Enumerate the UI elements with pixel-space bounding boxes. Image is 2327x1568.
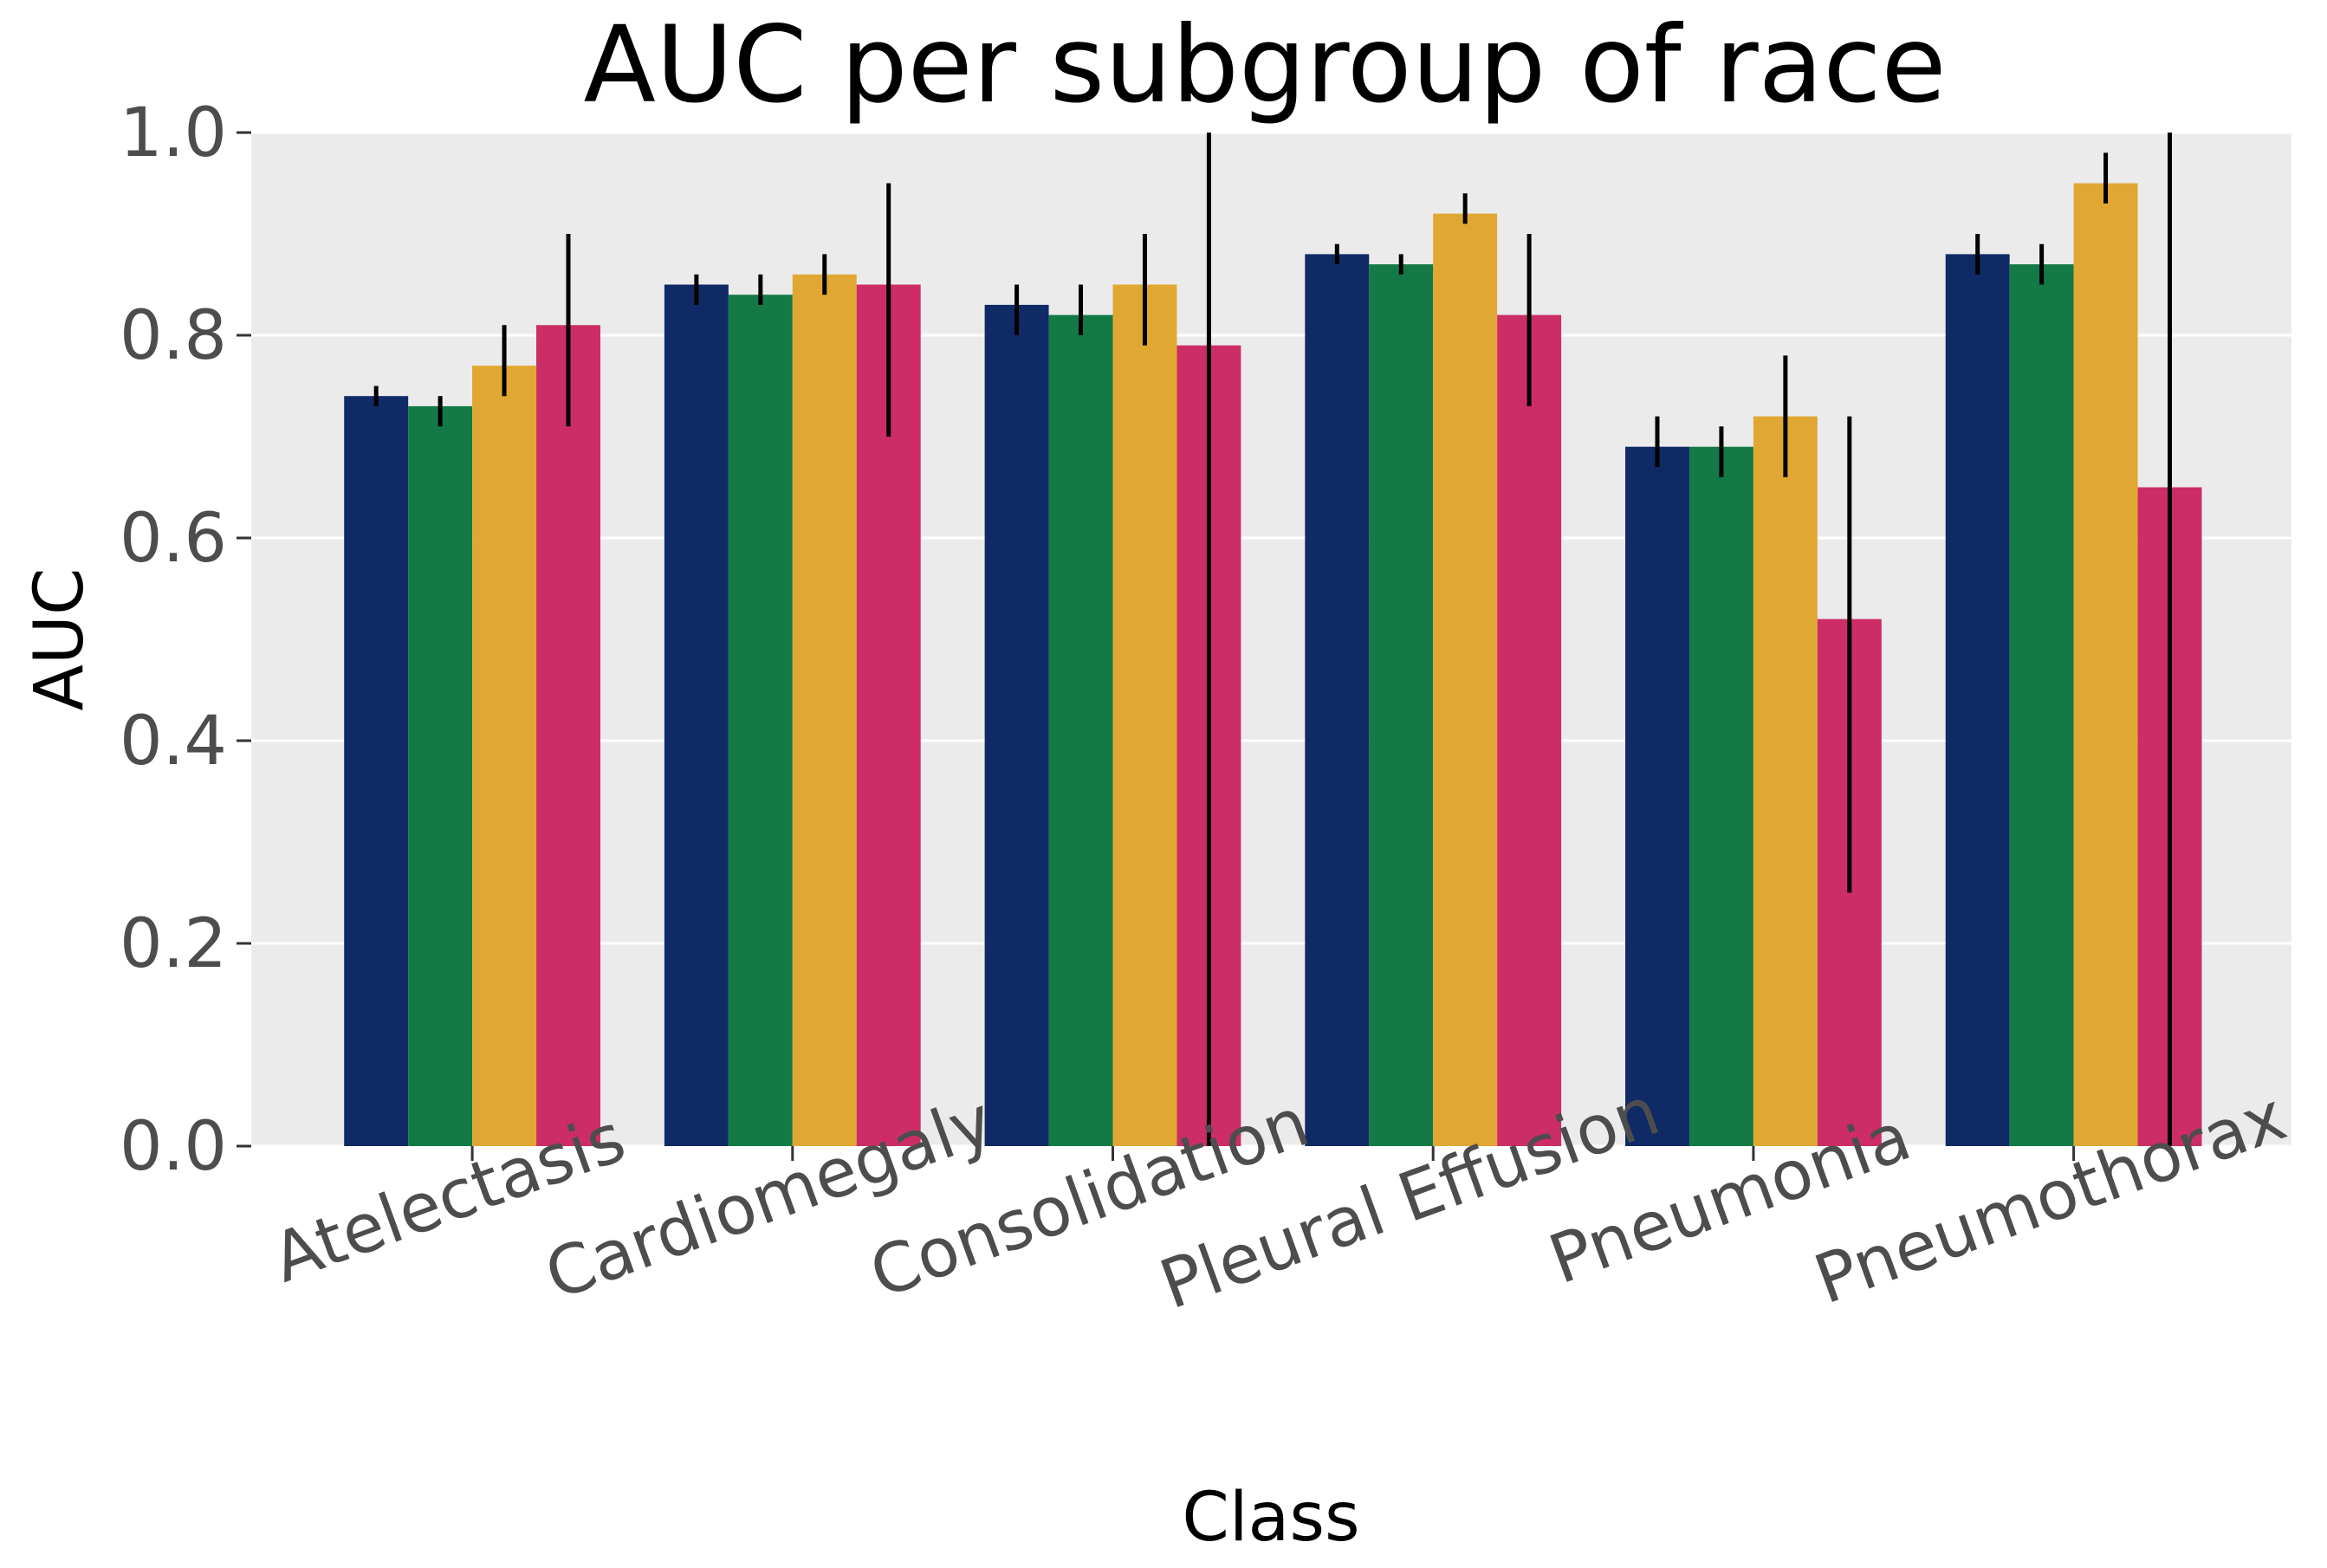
bar	[1048, 314, 1113, 1147]
bar	[1112, 284, 1177, 1146]
bars	[344, 183, 2202, 1147]
y-axis-label: AUC	[21, 568, 99, 711]
bar	[2073, 183, 2138, 1146]
y-tick-label: 0.4	[120, 703, 227, 781]
y-tick-label: 0.6	[120, 500, 227, 578]
x-axis-label: Class	[1182, 1479, 1359, 1557]
bar	[1305, 254, 1370, 1146]
bar	[1689, 446, 1753, 1146]
bar	[664, 284, 729, 1146]
bar	[1433, 213, 1498, 1147]
y-axis: 0.0 0.2 0.4 0.6 0.8 1.0	[120, 94, 251, 1186]
bar	[408, 405, 473, 1146]
bar	[1625, 446, 1689, 1146]
bar	[984, 304, 1049, 1146]
bar	[1945, 254, 2010, 1146]
y-tick-label: 0.0	[120, 1108, 227, 1186]
bar	[344, 396, 409, 1146]
y-tick-label: 1.0	[120, 94, 227, 172]
bar	[472, 366, 537, 1147]
bar	[2009, 264, 2074, 1147]
bar	[728, 295, 793, 1146]
bar	[792, 274, 857, 1146]
bar	[1369, 264, 1434, 1147]
error-bars	[373, 133, 2173, 1146]
y-tick-label: 0.8	[120, 297, 227, 375]
bar	[1753, 416, 1818, 1147]
chart-title: AUC per subgroup of race	[583, 3, 1946, 126]
y-tick-label: 0.2	[120, 905, 227, 983]
bar	[1497, 314, 1562, 1147]
bar	[536, 325, 600, 1146]
